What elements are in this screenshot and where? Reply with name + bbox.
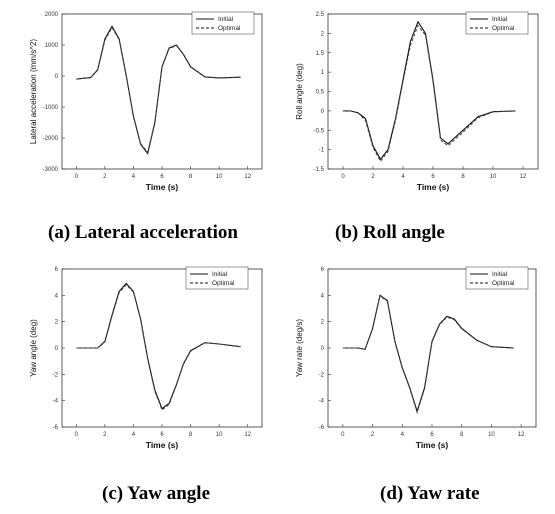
y-tick-label: 0.5 — [316, 90, 325, 96]
series-line-initial — [343, 20, 516, 161]
caption-roll-angle: (b) Roll angle — [335, 222, 445, 243]
legend-label-initial: Initial — [492, 16, 508, 23]
legend-label-initial: Initial — [492, 271, 508, 278]
y-tick-label: 4 — [55, 293, 59, 299]
y-tick-label: 1 — [321, 70, 325, 76]
legend-label-optimal: Optimal — [492, 25, 515, 32]
y-tick-label: -2 — [53, 372, 59, 378]
caption-yaw-rate: (d) Yaw rate — [380, 483, 480, 504]
y-tick-label: -1000 — [43, 105, 59, 111]
x-tick-label: 4 — [401, 174, 405, 180]
panel-yaw-angle: 0 2 4 6 8 10 12 -6 -4 -2 0 2 4 6 Time (s) Yaw angle (de… — [0, 255, 280, 465]
series-line-initial — [76, 282, 241, 410]
x-axis-label: Time (s) — [146, 440, 179, 450]
y-tick-label: 1.5 — [316, 51, 325, 57]
x-tick-label: 8 — [460, 432, 464, 438]
legend-label-optimal: Optimal — [492, 280, 515, 287]
series-line-optimal — [342, 295, 514, 415]
y-tick-label: 2 — [55, 320, 59, 326]
x-tick-label: 2 — [103, 432, 107, 438]
legend-label-initial: Initial — [212, 271, 228, 278]
chart-lateral-acceleration: 0 2 4 6 8 10 12 -3000 -2000 -1000 0 1000 2000 Time (s… — [29, 11, 263, 192]
chart-roll-angle: 0 2 4 6 8 10 12 -1.5 -1 -0.5 0 0.5 1 1.5 2 2.5 Time (s) R… — [295, 11, 539, 192]
x-tick-label: 2 — [103, 174, 107, 180]
y-tick-label: -1.5 — [314, 167, 325, 173]
y-tick-label: 2.5 — [316, 12, 325, 18]
x-tick-label: 6 — [160, 174, 164, 180]
x-tick-label: 4 — [132, 174, 136, 180]
x-axis-label: Time (s) — [146, 182, 179, 192]
y-axis-label: Yaw rate (deg/s) — [295, 319, 304, 377]
plot-frame — [61, 13, 263, 170]
y-tick-label: 2000 — [45, 12, 59, 18]
plot-frame — [327, 13, 539, 170]
x-tick-label: 6 — [160, 432, 164, 438]
x-axis-label: Time (s) — [417, 182, 450, 192]
series-line-optimal — [343, 24, 516, 163]
legend-label-optimal: Optimal — [212, 280, 235, 287]
y-tick-label: -2000 — [43, 136, 59, 142]
y-tick-label: -1 — [319, 148, 325, 154]
x-tick-label: 8 — [461, 174, 465, 180]
caption-yaw-angle: (c) Yaw angle — [102, 483, 210, 504]
x-tick-label: 0 — [75, 432, 79, 438]
y-tick-label: 0 — [321, 109, 325, 115]
x-tick-label: 4 — [132, 432, 136, 438]
x-tick-label: 8 — [189, 432, 193, 438]
series-line-initial — [342, 294, 514, 414]
x-tick-label: 2 — [371, 174, 375, 180]
y-tick-label: 0 — [321, 346, 325, 352]
x-tick-label: 0 — [75, 174, 79, 180]
y-tick-label: 0 — [55, 74, 59, 80]
panel-lateral-acceleration: 0 2 4 6 8 10 12 -3000 -2000 -1000 0 1000 2000 Time (s… — [0, 0, 280, 200]
caption-lateral-acceleration: (a) Lateral acceleration — [48, 222, 238, 243]
y-tick-label: 6 — [321, 267, 325, 273]
y-tick-label: -6 — [53, 425, 59, 431]
x-tick-label: 10 — [488, 432, 495, 438]
x-tick-label: 12 — [520, 174, 527, 180]
x-tick-label: 0 — [341, 432, 345, 438]
x-tick-label: 2 — [371, 432, 375, 438]
y-tick-label: 2 — [321, 320, 325, 326]
y-tick-label: -0.5 — [314, 128, 325, 134]
series-line-optimal — [76, 26, 241, 154]
x-tick-label: 6 — [431, 174, 435, 180]
y-tick-label: 4 — [321, 293, 325, 299]
x-axis-label: Time (s) — [416, 440, 449, 450]
y-axis-label: Lateral acceleration (mm/s^2) — [29, 39, 38, 144]
x-tick-label: 0 — [341, 174, 345, 180]
y-tick-label: -2 — [319, 372, 325, 378]
y-tick-label: 0 — [55, 346, 59, 352]
chart-yaw-angle: 0 2 4 6 8 10 12 -6 -4 -2 0 2 4 6 Time (s) Yaw angle (de… — [29, 266, 263, 450]
y-tick-label: -4 — [53, 399, 59, 405]
y-tick-label: 1000 — [45, 43, 59, 49]
x-tick-label: 6 — [430, 432, 434, 438]
y-tick-label: 2 — [321, 31, 325, 37]
legend-label-optimal: Optimal — [218, 25, 241, 32]
panel-yaw-rate: 0 2 4 6 8 10 12 -6 -4 -2 0 2 4 6 Time (s) Yaw rate (deg… — [280, 255, 555, 465]
chart-yaw-rate: 0 2 4 6 8 10 12 -6 -4 -2 0 2 4 6 Time (s) Yaw rate (deg… — [295, 266, 537, 450]
x-tick-label: 12 — [244, 432, 251, 438]
x-tick-label: 10 — [216, 174, 223, 180]
x-tick-label: 4 — [401, 432, 405, 438]
y-axis-label: Roll angle (deg) — [295, 63, 304, 120]
y-tick-label: 6 — [55, 267, 59, 273]
legend-label-initial: Initial — [218, 16, 234, 23]
series-line-optimal — [76, 284, 241, 411]
y-tick-label: -4 — [319, 399, 325, 405]
x-tick-label: 10 — [490, 174, 497, 180]
y-axis-label: Yaw angle (deg) — [29, 319, 38, 377]
x-tick-label: 10 — [216, 432, 223, 438]
y-tick-label: -6 — [319, 425, 325, 431]
x-tick-label: 8 — [189, 174, 193, 180]
y-tick-label: -3000 — [43, 167, 59, 173]
panel-roll-angle: 0 2 4 6 8 10 12 -1.5 -1 -0.5 0 0.5 1 1.5 2 2.5 Time (s) R… — [280, 0, 555, 200]
x-tick-label: 12 — [244, 174, 251, 180]
series-line-initial — [76, 25, 241, 155]
x-tick-label: 12 — [518, 432, 525, 438]
